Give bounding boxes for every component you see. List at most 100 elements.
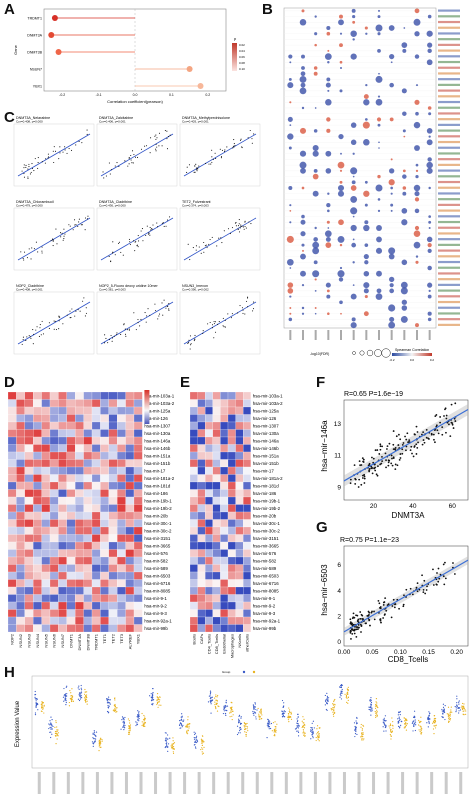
- panel-d-cell: [75, 534, 84, 543]
- panel-e-cell: [235, 616, 244, 625]
- panel-d-cell: [24, 594, 34, 603]
- panel-e-row-label: hsa-mir-9-3: [253, 611, 276, 616]
- panel-e-cell: [212, 466, 221, 475]
- panel-h-point: [420, 727, 422, 729]
- panel-c-point: [137, 246, 139, 248]
- panel-e-cell: [189, 504, 198, 513]
- panel-d-cell: [83, 391, 93, 400]
- data-point: [410, 445, 413, 448]
- panel-e-cell: [220, 421, 229, 430]
- panel-c-point: [53, 161, 55, 164]
- panel-c-point: [214, 321, 216, 323]
- data-point: [385, 466, 387, 469]
- panel-d-cell: [7, 586, 17, 595]
- panel-d-cell: [41, 594, 51, 603]
- panel-h-point: [354, 726, 357, 728]
- panel-b-dot: [377, 209, 381, 212]
- data-point: [394, 468, 397, 471]
- panel-d-cell: [16, 391, 25, 400]
- panel-h-point: [200, 748, 202, 751]
- panel-h-point: [330, 708, 332, 710]
- panel-h-point: [406, 719, 408, 722]
- panel-d-cell: [16, 466, 25, 475]
- panel-h-point: [182, 724, 184, 726]
- panel-c-point: [27, 176, 29, 178]
- panel-h-point: [258, 711, 261, 713]
- panel-e-cell: [220, 414, 229, 423]
- panel-e-cell: [197, 421, 206, 430]
- panel-h-point: [156, 700, 158, 702]
- panel-h-point: [332, 711, 334, 713]
- panel-e-cell: [212, 496, 221, 505]
- panel-c-point: [58, 320, 60, 322]
- panel-c-fit-line: [183, 217, 257, 261]
- panel-h-point: [209, 697, 211, 700]
- panel-c-point: [120, 251, 122, 253]
- panel-d-cell: [125, 616, 135, 625]
- panel-h-point: [446, 713, 448, 715]
- panel-d-cell: [133, 451, 143, 460]
- panel-d-cell: [125, 504, 135, 513]
- panel-b-col-label: [428, 330, 431, 340]
- x-tick-label: 60: [449, 503, 457, 510]
- panel-b-dot: [289, 267, 292, 269]
- panel-e-cell: [197, 429, 206, 438]
- panel-b-dot: [289, 209, 292, 212]
- panel-c-point: [144, 145, 146, 147]
- panel-h-point: [356, 722, 358, 724]
- panel-h-point: [109, 702, 111, 704]
- panel-e-cell: [243, 391, 251, 400]
- panel-a-point: [197, 83, 204, 89]
- panel-h-point: [84, 699, 86, 701]
- panel-d-row-label: hsa-mir-6716: [144, 581, 170, 586]
- panel-d-cell: [91, 496, 101, 505]
- panel-a-xtick: 0.0: [133, 93, 138, 97]
- panel-d-cell: [49, 421, 59, 430]
- panel-d-cell: [24, 451, 34, 460]
- panel-c-point: [189, 344, 192, 346]
- panel-h-point: [281, 712, 284, 714]
- data-point: [354, 478, 357, 481]
- panel-c-point: [161, 222, 163, 224]
- panel-d-cell: [24, 616, 34, 625]
- panel-b-dot: [287, 82, 294, 89]
- panel-h-point: [443, 711, 446, 714]
- panel-h-point: [389, 723, 392, 725]
- panel-b-dot: [363, 288, 369, 294]
- panel-h-point: [48, 723, 50, 725]
- panel-d-cell: [108, 444, 118, 453]
- panel-h-point: [302, 724, 304, 726]
- panel-h-point: [137, 717, 139, 719]
- panel-h-point: [238, 719, 240, 722]
- data-point: [437, 567, 440, 570]
- panel-b-dot: [300, 71, 306, 77]
- panel-h-point: [244, 728, 246, 730]
- panel-b-dot: [415, 174, 419, 179]
- data-point: [392, 443, 395, 446]
- panel-h-point: [310, 738, 312, 740]
- panel-c-point: [40, 334, 42, 336]
- panel-c-point: [162, 314, 164, 316]
- panel-d-cell: [108, 609, 118, 618]
- panel-h-point: [303, 733, 305, 735]
- panel-h-point: [302, 722, 304, 724]
- panel-c-point: [22, 257, 24, 260]
- panel-c-point: [133, 153, 135, 156]
- panel-c-point: [39, 327, 41, 329]
- panel-c-point: [25, 164, 27, 166]
- panel-b-dot: [339, 32, 343, 35]
- panel-d-cell: [33, 534, 42, 543]
- panel-d-cell: [125, 624, 135, 633]
- panel-d-cell: [24, 586, 34, 595]
- panel-b-dot: [352, 14, 356, 19]
- panel-label-a: A: [4, 1, 15, 18]
- panel-d-cell: [117, 474, 126, 483]
- panel-e-cell: [189, 466, 198, 475]
- panel-h-point: [428, 721, 430, 723]
- data-point: [377, 465, 379, 468]
- panel-c-point: [142, 240, 144, 242]
- panel-e-cell: [227, 616, 236, 625]
- panel-h-point: [201, 740, 203, 742]
- panel-h-point: [370, 706, 372, 708]
- data-point: [358, 626, 360, 629]
